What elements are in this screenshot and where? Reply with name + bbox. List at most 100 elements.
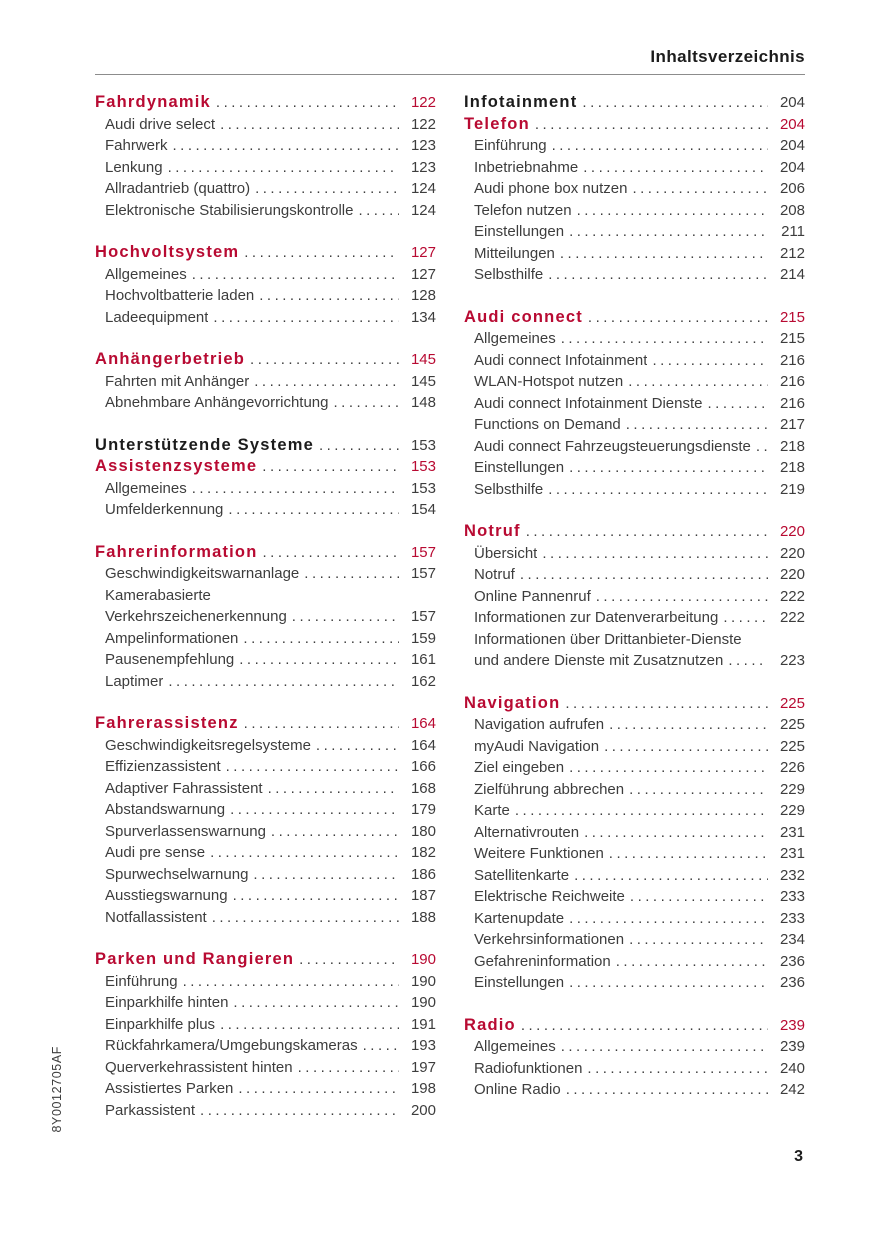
toc-entry: Online Pannenruf 222 bbox=[464, 586, 805, 608]
entry-page-number: 123 bbox=[410, 137, 436, 154]
entry-label: Telefon bbox=[464, 114, 530, 133]
entry-label: Pausenempfehlung bbox=[105, 651, 235, 668]
toc-entry: Einstellungen 211 bbox=[464, 221, 805, 243]
entry-label: Informationen zur Datenverarbeitung bbox=[474, 609, 719, 626]
toc-section: Fahrdynamik 122 Audi drive select 122 Fahrwe… bbox=[95, 92, 436, 221]
entry-page-number: 240 bbox=[779, 1059, 805, 1077]
entry-label: Audi connect Fahrzeugsteuerungsdienste bbox=[474, 437, 751, 455]
entry-label: Alternativrouten bbox=[474, 823, 580, 841]
entry-page-number: 157 bbox=[410, 608, 436, 625]
entry-label: Audi phone box nutzen bbox=[474, 180, 628, 197]
entry-page-number: 153 bbox=[410, 458, 436, 475]
entry-page-number: 204 bbox=[779, 158, 805, 176]
dot-leader bbox=[250, 349, 399, 371]
toc-entry: Spurverlassenswarnung 180 bbox=[95, 821, 436, 843]
entry-page-number: 222 bbox=[779, 587, 805, 605]
dot-leader bbox=[239, 649, 399, 671]
toc-entry: und andere Dienste mit Zusatznutzen 223 bbox=[464, 650, 805, 672]
dot-leader bbox=[299, 949, 399, 971]
entry-page-number: 190 bbox=[410, 994, 436, 1011]
entry-page-number: 191 bbox=[410, 1015, 436, 1033]
entry-page-number: 128 bbox=[410, 287, 436, 304]
toc-entry: Elektronische Stabilisierungskontrolle 12… bbox=[95, 200, 436, 222]
toc-entry: Allradantrieb (quattro) 124 bbox=[95, 178, 436, 200]
dot-leader bbox=[707, 393, 768, 415]
toc-section: Audi connect215Allgemeines215Audi connec… bbox=[464, 307, 805, 501]
entry-page-number: 225 bbox=[779, 694, 805, 712]
dot-leader bbox=[604, 736, 768, 758]
entry-label: Online Pannenruf bbox=[474, 587, 591, 605]
toc-chapter-header: Navigation 225 bbox=[464, 693, 805, 715]
entry-page-number: 127 bbox=[410, 265, 436, 283]
dot-leader bbox=[220, 1014, 399, 1036]
entry-label: Laptimer bbox=[105, 672, 164, 690]
entry-page-number: 226 bbox=[779, 759, 805, 776]
entry-page-number: 204 bbox=[779, 94, 805, 111]
toc-entry: Querverkehrassistent hinten 197 bbox=[95, 1057, 436, 1079]
entry-label: Querverkehrassistent hinten bbox=[105, 1058, 293, 1076]
toc-entry: Mitteilungen 212 bbox=[464, 243, 805, 265]
entry-page-number: 161 bbox=[410, 651, 436, 668]
toc-entry: Geschwindigkeitsregelsysteme 164 bbox=[95, 735, 436, 757]
toc-entry: Gefahreninformation 236 bbox=[464, 951, 805, 973]
dot-leader bbox=[723, 607, 768, 629]
entry-page-number: 134 bbox=[410, 308, 436, 326]
entry-label: Fahrdynamik bbox=[95, 93, 211, 111]
toc-section: Fahrerinformation157Geschwindigkeitswarn… bbox=[95, 542, 436, 693]
dot-leader bbox=[728, 650, 768, 672]
toc-entry: Allgemeines 127 bbox=[95, 264, 436, 286]
entry-page-number: 122 bbox=[410, 94, 436, 111]
dot-leader bbox=[255, 178, 399, 200]
toc-chapter-header: Fahrdynamik 122 bbox=[95, 92, 436, 114]
entry-label: Audi connect Infotainment Dienste bbox=[474, 394, 703, 412]
entry-label: WLAN-Hotspot nutzen bbox=[474, 373, 624, 390]
dot-leader bbox=[210, 842, 399, 864]
toc-chapter-header: Telefon 204 bbox=[464, 114, 805, 136]
dot-leader bbox=[358, 200, 399, 222]
entry-label: Assistiertes Parken bbox=[105, 1080, 234, 1097]
toc-chapter-header: Fahrerassistenz 164 bbox=[95, 713, 436, 735]
dot-leader bbox=[319, 435, 399, 457]
toc-chapter-header: Fahrerinformation 157 bbox=[95, 542, 436, 564]
dot-leader bbox=[230, 799, 399, 821]
dot-leader bbox=[228, 499, 399, 521]
entry-label: Notfallassistent bbox=[105, 908, 207, 926]
entry-page-number: 162 bbox=[410, 672, 436, 690]
toc-entry: Weitere Funktionen 231 bbox=[464, 843, 805, 865]
entry-label: Audi drive select bbox=[105, 115, 216, 133]
entry-label: Fahrerinformation bbox=[95, 542, 258, 561]
toc-section: Infotainment204Telefon204Einführung204In… bbox=[464, 92, 805, 286]
dot-leader bbox=[226, 756, 399, 778]
entry-label: Anhängerbetrieb bbox=[95, 350, 246, 368]
entry-page-number: 164 bbox=[410, 715, 436, 732]
dot-leader bbox=[526, 521, 768, 543]
entry-label: Audi pre sense bbox=[105, 844, 206, 861]
entry-page-number: 231 bbox=[779, 823, 805, 841]
toc-page: Inhaltsverzeichnis Fahrdynamik122Audi dr… bbox=[0, 0, 875, 1142]
toc-entry: Abnehmbare Anhängevorrichtung 148 bbox=[95, 392, 436, 414]
dot-leader bbox=[183, 971, 399, 993]
entry-label: Abnehmbare Anhängevorrichtung bbox=[105, 394, 329, 411]
toc-entry: Spurwechselwarnung 186 bbox=[95, 864, 436, 886]
dot-leader bbox=[566, 1079, 768, 1101]
entry-label: Ladeequipment bbox=[105, 308, 209, 326]
dot-leader bbox=[192, 264, 399, 286]
toc-chapter-header: Radio 239 bbox=[464, 1015, 805, 1037]
entry-label: Navigation aufrufen bbox=[474, 716, 605, 733]
dot-leader bbox=[584, 822, 768, 844]
entry-page-number: 145 bbox=[410, 351, 436, 368]
dot-leader bbox=[168, 671, 399, 693]
toc-entry: Pausenempfehlung 161 bbox=[95, 649, 436, 671]
toc-entry: Satellitenkarte 232 bbox=[464, 865, 805, 887]
header-rule bbox=[95, 74, 805, 75]
entry-page-number: 204 bbox=[779, 137, 805, 154]
toc-part-header: Unterstützende Systeme 153 bbox=[95, 435, 436, 457]
toc-entry: Verkehrsinformationen 234 bbox=[464, 929, 805, 951]
entry-page-number: 204 bbox=[779, 115, 805, 133]
entry-label: Radiofunktionen bbox=[474, 1059, 583, 1077]
dot-leader bbox=[583, 157, 768, 179]
entry-label: Kamerabasierte bbox=[105, 586, 211, 604]
toc-chapter-header: Assistenzsysteme 153 bbox=[95, 456, 436, 478]
entry-page-number: 206 bbox=[779, 180, 805, 197]
entry-label: Ziel eingeben bbox=[474, 759, 565, 776]
